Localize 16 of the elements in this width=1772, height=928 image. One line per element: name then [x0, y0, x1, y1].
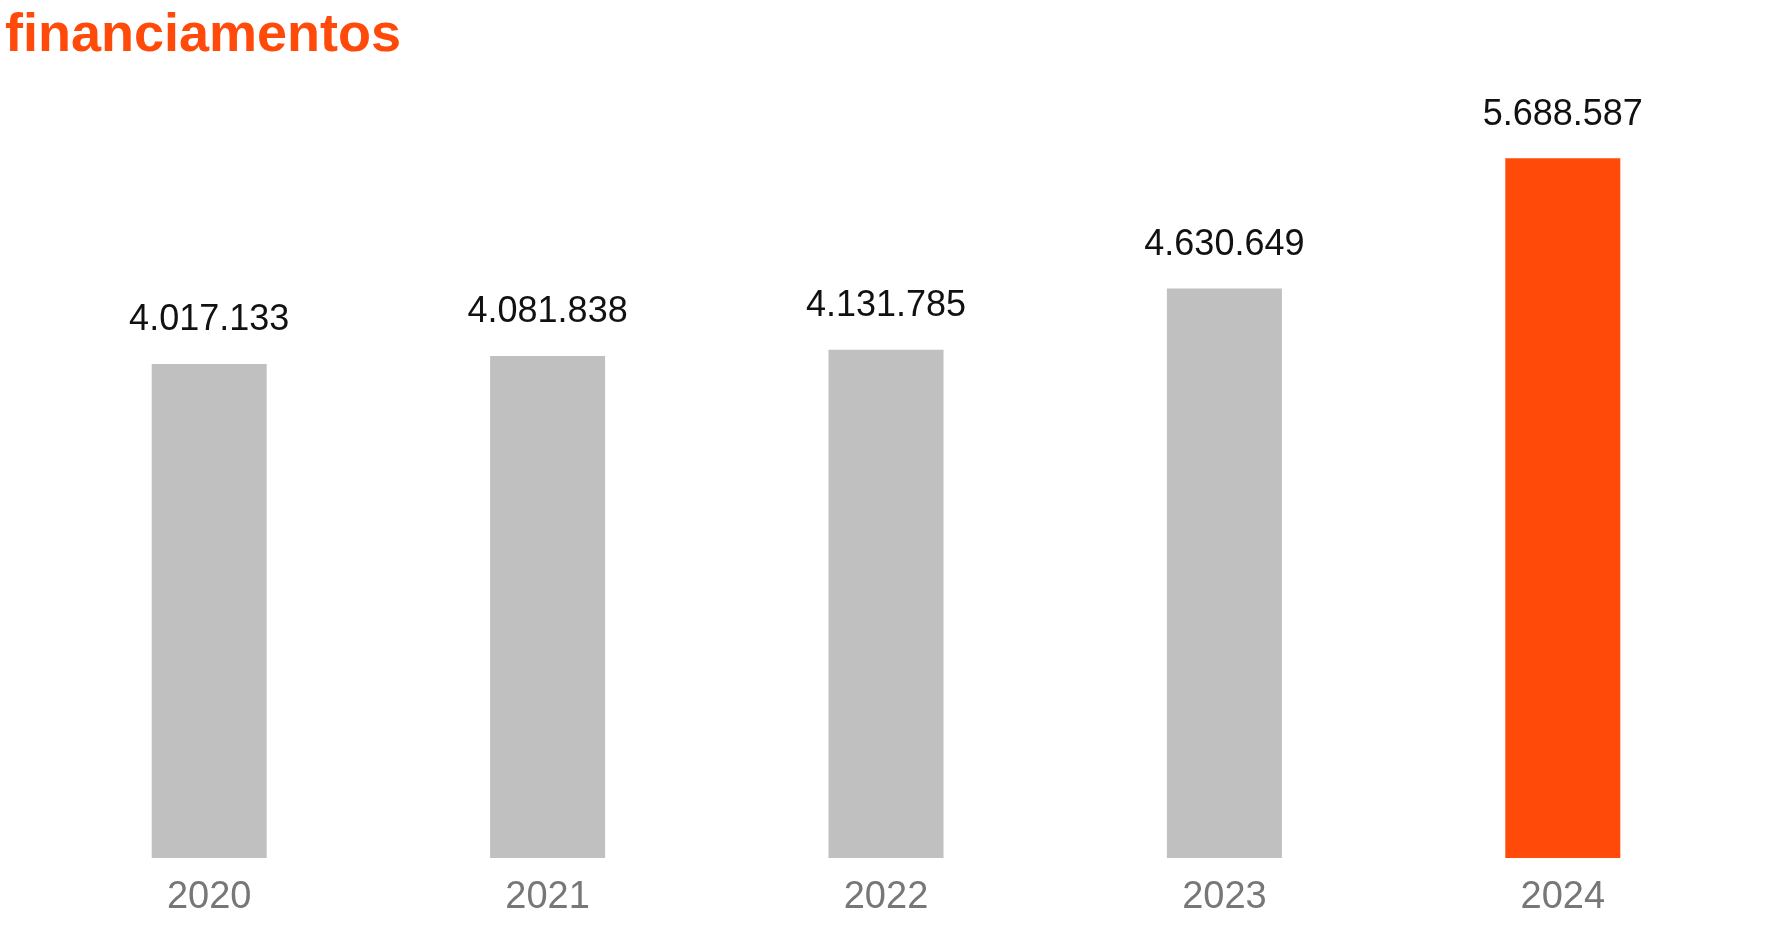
- data-label: 4.131.785: [805, 283, 967, 325]
- bar: [151, 363, 267, 858]
- x-tick-label: 2022: [843, 874, 929, 916]
- x-tick-label: 2021: [505, 874, 590, 916]
- x-tick-label: 2023: [1182, 874, 1267, 916]
- x-tick-label: 2020: [166, 874, 252, 916]
- bar: [828, 349, 944, 858]
- bar: [490, 355, 606, 858]
- bar: [1505, 158, 1621, 858]
- data-label: 4.017.133: [129, 297, 290, 339]
- chart-title: financiamentos: [5, 2, 402, 62]
- data-label: 4.630.649: [1144, 221, 1305, 263]
- data-label: 5.688.587: [1482, 91, 1643, 133]
- data-label: 4.081.838: [467, 289, 628, 331]
- x-tick-label: 2024: [1520, 874, 1606, 916]
- bar: [1166, 288, 1282, 858]
